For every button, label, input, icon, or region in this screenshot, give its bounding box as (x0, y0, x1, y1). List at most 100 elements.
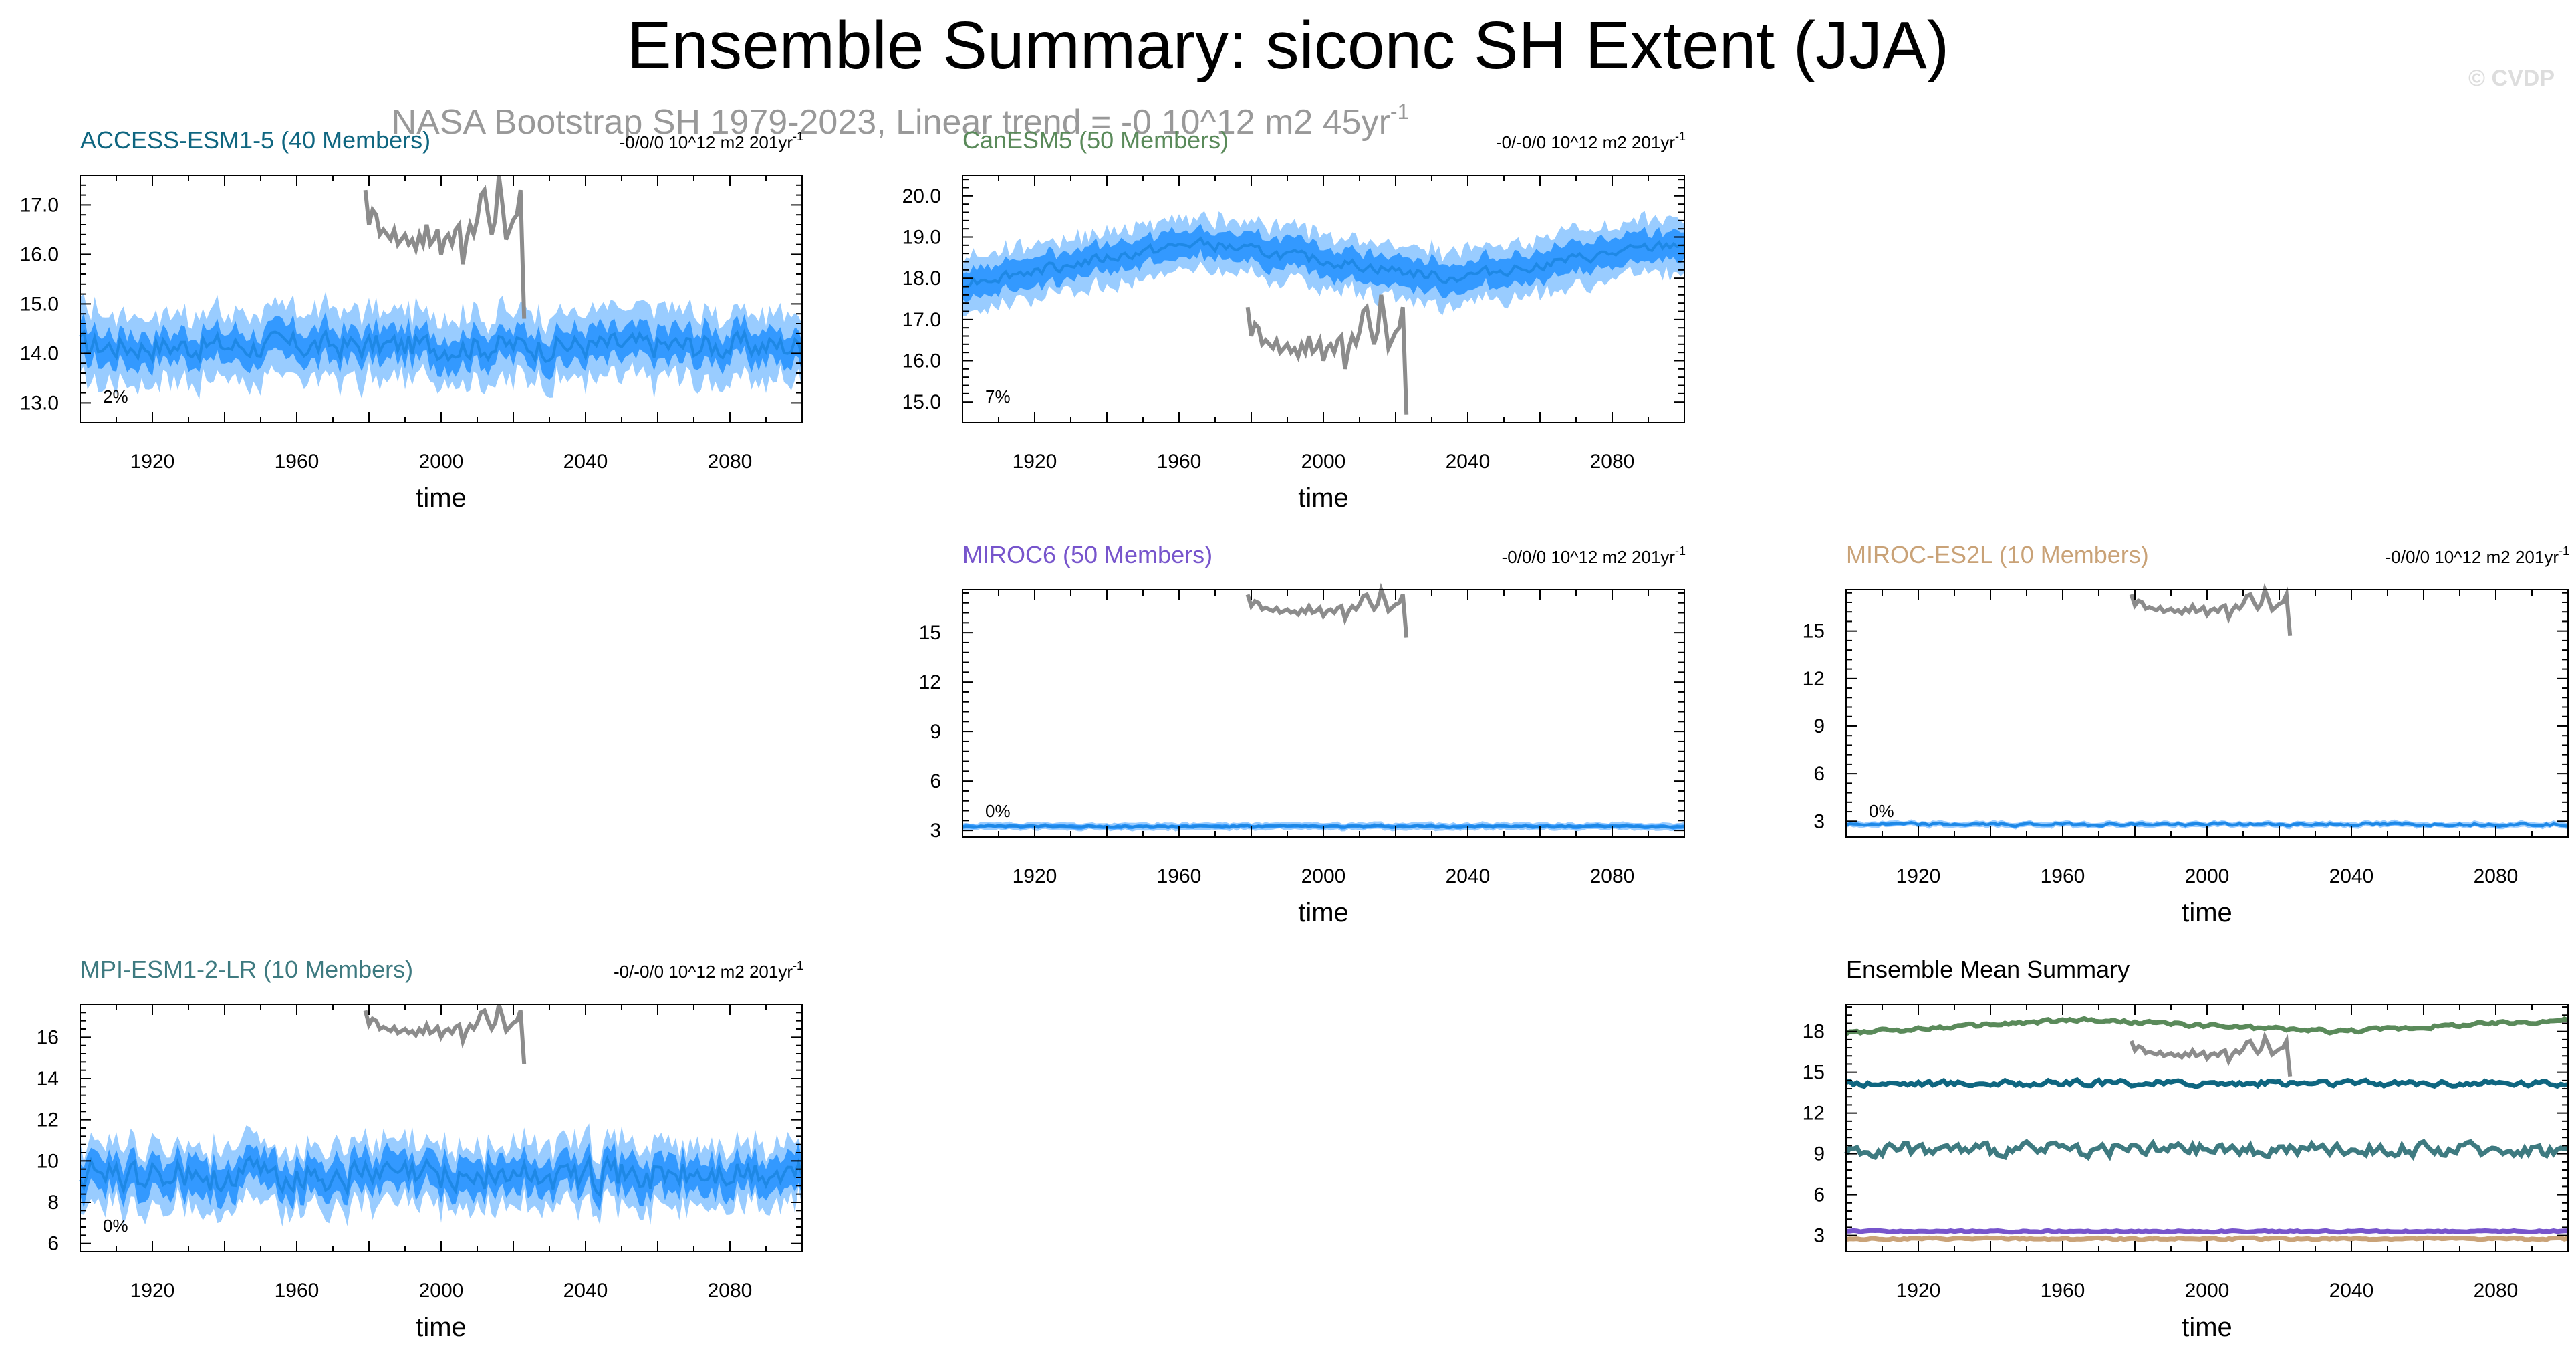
y-tick-label: 10 (37, 1150, 59, 1172)
observations-line (2129, 583, 2293, 637)
ensemble-mean-line (1845, 821, 2569, 828)
x-tick-label: 2000 (2185, 1280, 2230, 1302)
y-tick-label: 18 (1803, 1021, 1825, 1043)
x-tick-label: 1920 (1896, 865, 1941, 887)
y-tick-label: 6 (47, 1233, 59, 1255)
plot-frame (1845, 589, 2569, 838)
y-tick-label: 15 (1803, 1062, 1825, 1084)
plot-frame (1845, 1004, 2569, 1252)
y-tick-label: 19.0 (902, 227, 941, 249)
y-tick-label: 14 (37, 1068, 59, 1090)
y-tick-label: 8 (47, 1192, 59, 1214)
x-tick-label: 1960 (275, 1280, 319, 1302)
observations-line (1245, 294, 1409, 415)
trend-label-superscript: -1 (793, 959, 803, 972)
y-tick-label: 14.0 (20, 342, 59, 364)
summary-series-line (1845, 1228, 2568, 1235)
percent-label: 7% (985, 386, 1011, 407)
x-tick-label: 2040 (563, 1280, 608, 1302)
y-tick-label: 17.0 (902, 309, 941, 331)
x-tick-label: 1960 (275, 451, 319, 473)
x-tick-label: 2000 (419, 451, 464, 473)
panel-trend-label: -0/0/0 10^12 m2 201yr-1 (1502, 544, 1686, 567)
chart-panel: Ensemble Mean Summary 1920 1960 2000 2040 208… (1803, 955, 2569, 1342)
panel-trend-label: -0/0/0 10^12 m2 201yr-1 (620, 130, 803, 152)
x-axis-label: time (2182, 898, 2232, 927)
y-tick-label: 3 (930, 820, 941, 842)
subtitle-superscript: -1 (1390, 100, 1409, 124)
chart-panel: MIROC6 (50 Members) -0/0/0 10^12 m2 201yr… (919, 541, 1686, 927)
x-tick-label: 1960 (1157, 451, 1202, 473)
summary-series-line (1845, 1077, 2569, 1089)
observations-line (363, 1004, 527, 1064)
figure-subtitle: NASA Bootstrap SH 1979-2023, Linear tren… (392, 100, 1410, 142)
x-tick-label: 2040 (1446, 451, 1491, 473)
y-tick-label: 12 (37, 1109, 59, 1131)
trend-label-text: -0/0/0 10^12 m2 201yr (1502, 547, 1676, 567)
x-axis-label: time (1298, 483, 1349, 513)
panel-title: MIROC-ES2L (10 Members) (1846, 541, 2149, 568)
x-tick-label: 2000 (1301, 865, 1346, 887)
ensemble-mean-line (79, 1153, 803, 1198)
y-tick-label: 15 (1803, 620, 1825, 643)
y-tick-label: 20.0 (902, 185, 941, 207)
x-axis-label: time (1298, 898, 1349, 927)
figure-title: Ensemble Summary: siconc SH Extent (JJA) (627, 8, 1949, 83)
subtitle-text: NASA Bootstrap SH 1979-2023, Linear tren… (392, 103, 1390, 142)
summary-series-line (1844, 1139, 2569, 1161)
x-tick-label: 2000 (419, 1280, 464, 1302)
y-tick-label: 16 (37, 1026, 59, 1048)
x-tick-label: 1920 (1896, 1280, 1941, 1302)
x-tick-label: 2080 (1590, 865, 1635, 887)
observations-line (363, 175, 527, 319)
y-tick-label: 16.0 (20, 243, 59, 265)
chart-panel: MPI-ESM1-2-LR (10 Members) -0/-0/0 10^12 … (37, 955, 803, 1342)
y-tick-label: 9 (1813, 1143, 1825, 1165)
trend-label-superscript: -1 (1675, 130, 1686, 143)
spread-band-inner (962, 223, 1684, 302)
panel-title: MPI-ESM1-2-LR (10 Members) (80, 955, 413, 983)
y-tick-label: 6 (1813, 763, 1825, 785)
x-tick-label: 1920 (130, 451, 175, 473)
ensemble-mean-line (962, 236, 1685, 289)
chart-panel: MIROC-ES2L (10 Members) -0/0/0 10^12 m2 2… (1803, 541, 2569, 927)
panel-title: CanESM5 (50 Members) (962, 126, 1229, 154)
chart-panel: ACCESS-ESM1-5 (40 Members) -0/0/0 10^12 m… (20, 126, 803, 513)
x-tick-label: 2040 (1446, 865, 1491, 887)
x-tick-label: 2080 (2474, 1280, 2519, 1302)
y-tick-label: 3 (1813, 810, 1825, 832)
x-tick-label: 2040 (2329, 865, 2374, 887)
plot-frame (962, 589, 1685, 838)
percent-label: 2% (103, 386, 128, 407)
y-tick-label: 15 (919, 622, 941, 644)
percent-label: 0% (1869, 801, 1894, 821)
y-tick-label: 12 (1803, 1103, 1825, 1125)
chart-panel: CanESM5 (50 Members) -0/-0/0 10^12 m2 201… (902, 126, 1686, 513)
x-tick-label: 2080 (2474, 865, 2519, 887)
percent-label: 0% (985, 801, 1011, 821)
panel-trend-label: -0/-0/0 10^12 m2 201yr-1 (1496, 130, 1686, 152)
plot-frame (962, 175, 1685, 423)
x-tick-label: 1960 (2041, 1280, 2085, 1302)
panel-title: Ensemble Mean Summary (1846, 955, 2130, 983)
y-tick-label: 15.0 (20, 293, 59, 315)
trend-label-superscript: -1 (1675, 544, 1686, 558)
y-tick-label: 17.0 (20, 194, 59, 216)
x-tick-label: 2040 (563, 451, 608, 473)
percent-label: 0% (103, 1216, 128, 1236)
x-tick-label: 2040 (2329, 1280, 2374, 1302)
y-tick-label: 16.0 (902, 350, 941, 372)
x-tick-label: 1960 (1157, 865, 1202, 887)
x-tick-label: 2080 (708, 451, 753, 473)
summary-series-line (1845, 1235, 2569, 1242)
spread-band-inner (80, 1141, 802, 1212)
observations-line (2129, 1031, 2293, 1077)
y-tick-label: 12 (1803, 668, 1825, 690)
trend-label-text: -0/0/0 10^12 m2 201yr (620, 132, 793, 152)
x-axis-label: time (416, 483, 467, 513)
spread-band-inner (80, 312, 802, 380)
y-tick-label: 9 (930, 721, 941, 743)
x-tick-label: 2080 (708, 1280, 753, 1302)
x-tick-label: 2080 (1590, 451, 1635, 473)
